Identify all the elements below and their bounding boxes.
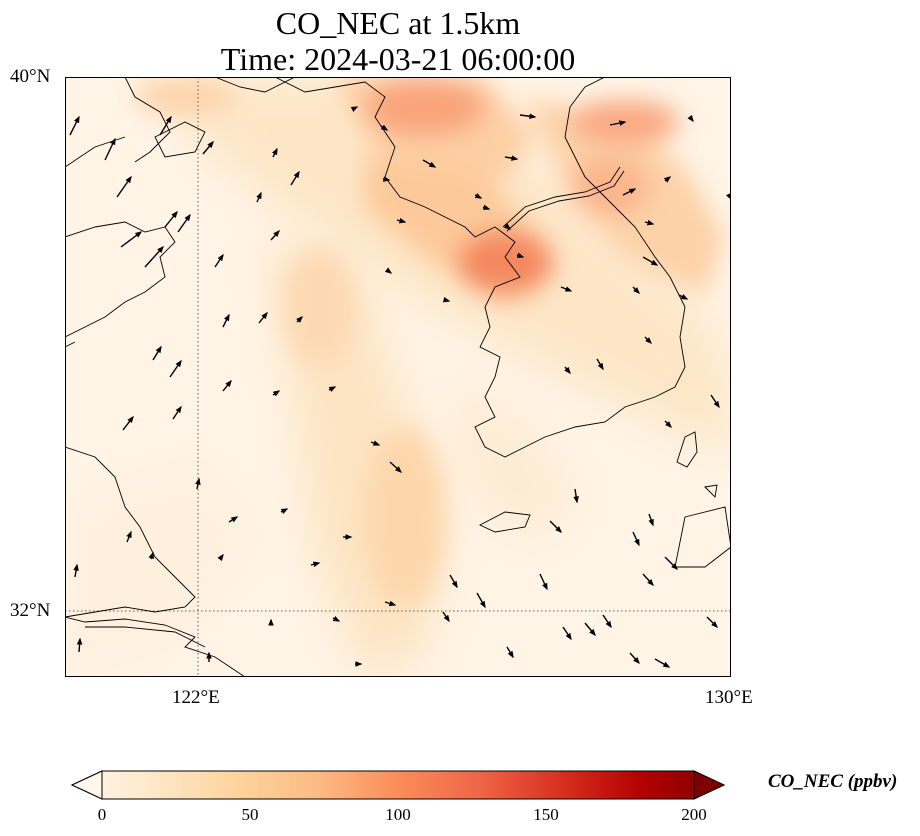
- map-subtitle-time: Time: 2024-03-21 06:00:00: [220, 41, 576, 77]
- colorbar-tick-150: 150: [533, 805, 559, 824]
- lon-label-122e: 122°E: [172, 687, 220, 708]
- colorbar-tick-100: 100: [385, 805, 411, 824]
- colorbar-tick-200: 200: [681, 805, 707, 824]
- colorbar-tick-50: 50: [241, 805, 259, 824]
- colorbar: [70, 770, 726, 800]
- colorbar-tick-0: 0: [97, 805, 107, 824]
- colorbar-extend-max: [693, 770, 726, 800]
- wind-vectors: [69, 106, 731, 668]
- lon-label-130e: 130°E: [705, 687, 753, 708]
- lat-label-40n: 40°N: [10, 66, 51, 87]
- lat-label-32n: 32°N: [10, 600, 51, 621]
- colorbar-extend-min: [70, 770, 103, 800]
- map-panel: [65, 77, 731, 677]
- map-title: CO_NEC at 1.5km: [275, 5, 521, 41]
- colorbar-label: CO_NEC (ppbv): [768, 771, 898, 792]
